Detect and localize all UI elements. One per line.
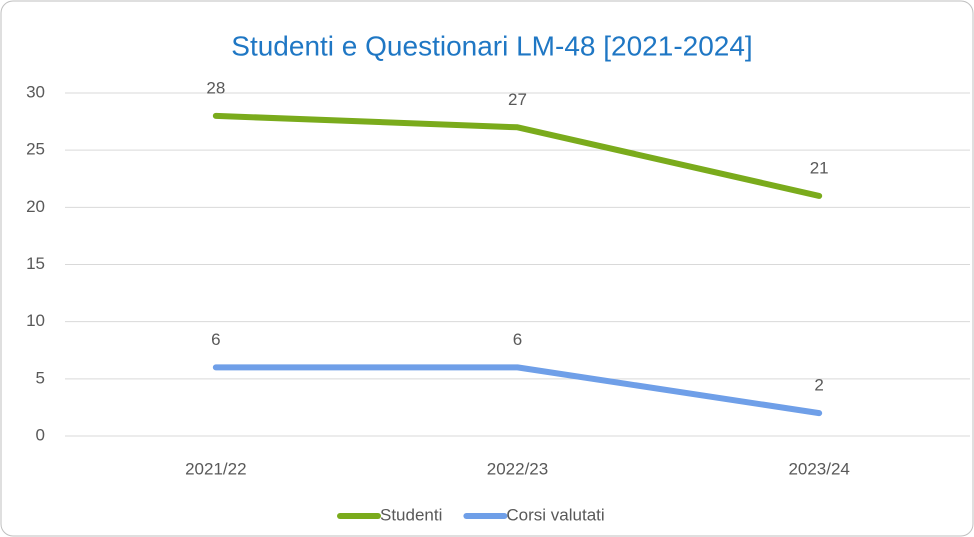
data-label: 28 [206, 78, 225, 97]
y-tick-label: 10 [26, 311, 45, 330]
y-tick-label: 25 [26, 140, 45, 159]
series-line [212, 112, 823, 199]
x-tick-label: 2021/22 [185, 459, 246, 478]
data-label: 21 [810, 158, 829, 177]
y-tick-label: 30 [26, 82, 45, 101]
legend-label: Corsi valutati [506, 505, 604, 524]
data-label: 27 [508, 90, 527, 109]
legend-label: Studenti [380, 505, 442, 524]
data-label: 2 [814, 376, 823, 395]
x-tick-label: 2022/23 [487, 459, 548, 478]
data-label: 6 [513, 330, 522, 349]
data-label: 6 [211, 330, 220, 349]
series-line [212, 364, 823, 417]
y-tick-label: 5 [36, 368, 45, 387]
x-tick-label: 2023/24 [788, 459, 849, 478]
y-tick-label: 15 [26, 254, 45, 273]
y-tick-label: 0 [36, 425, 45, 444]
y-tick-label: 20 [26, 197, 45, 216]
chart-title: Studenti e Questionari LM-48 [2021-2024] [231, 30, 752, 61]
